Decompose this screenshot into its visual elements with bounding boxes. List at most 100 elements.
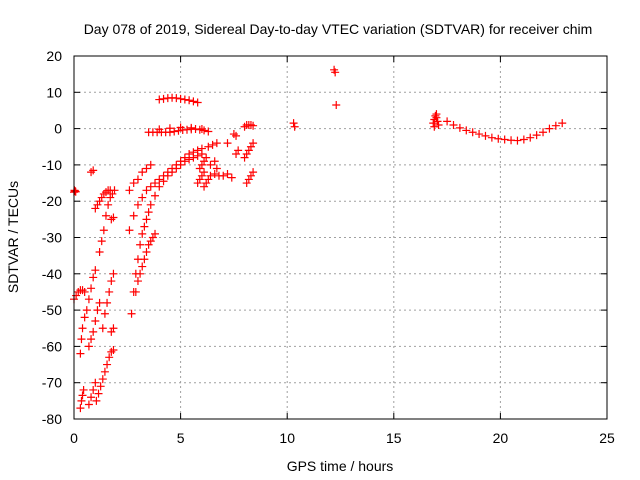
data-point bbox=[208, 140, 217, 149]
data-point bbox=[76, 349, 85, 358]
data-point bbox=[87, 168, 96, 177]
data-point bbox=[206, 171, 215, 180]
y-tick-label: 20 bbox=[46, 48, 62, 64]
data-point bbox=[77, 396, 86, 405]
series-arc-k bbox=[98, 269, 118, 333]
data-point bbox=[142, 248, 151, 257]
data-point bbox=[180, 157, 189, 166]
data-point bbox=[129, 211, 138, 220]
series-arc-l bbox=[107, 324, 118, 336]
data-point bbox=[197, 160, 206, 169]
data-point bbox=[170, 127, 179, 136]
data-point bbox=[172, 94, 181, 103]
data-point bbox=[93, 200, 102, 209]
data-point bbox=[84, 295, 93, 304]
data-point bbox=[197, 150, 206, 159]
data-point bbox=[98, 375, 107, 384]
data-point bbox=[185, 155, 194, 164]
data-point bbox=[210, 157, 219, 166]
series-arc-g bbox=[87, 166, 98, 177]
data-point bbox=[455, 123, 464, 132]
series-arc-b bbox=[70, 286, 89, 304]
series-arc-x bbox=[204, 139, 221, 169]
data-point bbox=[197, 124, 206, 133]
x-tick-label: 25 bbox=[599, 430, 615, 446]
data-point bbox=[133, 277, 142, 286]
data-point bbox=[332, 101, 341, 110]
data-point bbox=[78, 324, 87, 333]
series-arc-u bbox=[193, 168, 209, 188]
data-point bbox=[97, 193, 106, 202]
data-point bbox=[80, 313, 89, 322]
data-point bbox=[82, 306, 91, 315]
data-point bbox=[204, 127, 213, 136]
data-point bbox=[193, 179, 202, 188]
data-point bbox=[176, 160, 185, 169]
series-arc-q bbox=[131, 229, 160, 296]
data-point bbox=[125, 226, 134, 235]
data-point bbox=[148, 233, 157, 242]
data-point bbox=[195, 175, 204, 184]
data-point bbox=[84, 342, 93, 351]
data-point bbox=[127, 309, 136, 318]
y-tick-label: 0 bbox=[54, 121, 62, 137]
data-point bbox=[89, 327, 98, 336]
data-point bbox=[168, 168, 177, 177]
data-point bbox=[165, 124, 174, 133]
series-arc-s bbox=[155, 123, 206, 134]
data-point bbox=[200, 126, 209, 135]
y-tick-label: -40 bbox=[42, 266, 62, 282]
data-point bbox=[101, 211, 110, 220]
data-point bbox=[136, 269, 145, 278]
data-point bbox=[545, 124, 554, 133]
data-point bbox=[77, 335, 86, 344]
series-arc-j bbox=[95, 186, 119, 257]
data-point bbox=[212, 139, 221, 148]
data-point bbox=[193, 151, 202, 160]
data-point bbox=[91, 266, 100, 275]
series-arc-d bbox=[76, 385, 88, 413]
x-axis-label: GPS time / hours bbox=[287, 458, 394, 474]
data-point bbox=[434, 120, 443, 129]
data-point bbox=[246, 142, 255, 151]
data-point bbox=[140, 255, 149, 264]
y-tick-label: -20 bbox=[42, 193, 62, 209]
data-point bbox=[95, 298, 104, 307]
data-point bbox=[187, 123, 196, 132]
data-point bbox=[89, 385, 98, 394]
series-arc-dd bbox=[429, 110, 443, 131]
data-point bbox=[429, 119, 438, 128]
data-point bbox=[449, 120, 458, 129]
data-point bbox=[109, 213, 118, 222]
data-point bbox=[125, 186, 134, 195]
series-arc-ee bbox=[443, 117, 567, 145]
data-point bbox=[144, 240, 153, 249]
series-arc-e bbox=[84, 298, 104, 351]
data-point bbox=[133, 200, 142, 209]
data-point bbox=[244, 146, 253, 155]
y-tick-label: -70 bbox=[42, 375, 62, 391]
data-point bbox=[107, 277, 116, 286]
data-point bbox=[487, 133, 496, 142]
data-point bbox=[532, 131, 541, 140]
y-tick-label: -60 bbox=[42, 338, 62, 354]
data-point bbox=[146, 182, 155, 191]
data-point bbox=[200, 168, 209, 177]
data-point bbox=[185, 96, 194, 105]
data-point bbox=[431, 111, 440, 120]
data-point bbox=[91, 378, 100, 387]
data-point bbox=[95, 248, 104, 257]
x-tick-label: 5 bbox=[177, 430, 185, 446]
y-tick-label: -50 bbox=[42, 302, 62, 318]
data-point bbox=[223, 169, 232, 178]
data-point bbox=[109, 324, 118, 333]
data-point bbox=[146, 237, 155, 246]
x-tick-label: 10 bbox=[279, 430, 295, 446]
data-point bbox=[76, 404, 85, 413]
data-point bbox=[91, 316, 100, 325]
data-point bbox=[155, 125, 164, 134]
series-arc-p bbox=[127, 150, 206, 318]
data-point bbox=[519, 135, 528, 144]
data-point bbox=[109, 346, 118, 355]
series-arc-z bbox=[219, 130, 243, 182]
